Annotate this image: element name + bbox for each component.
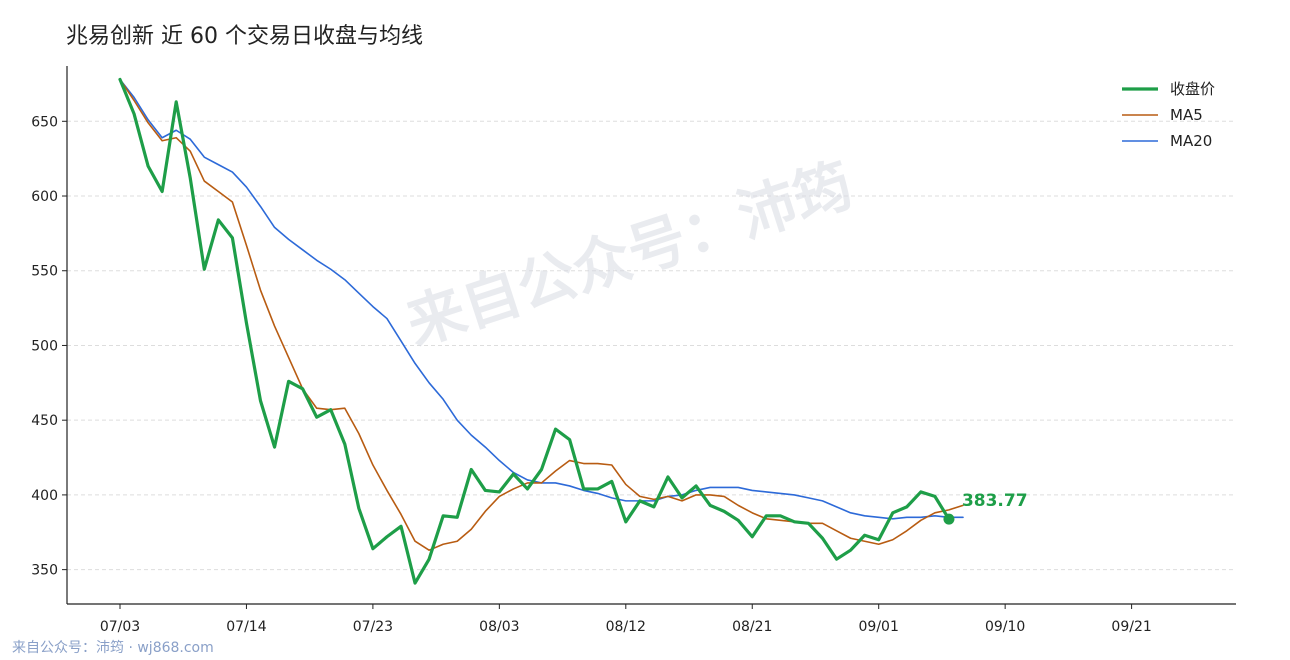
last-close-label: 383.77	[962, 491, 1028, 511]
y-tick-label: 400	[31, 488, 58, 504]
x-tick-label: 07/03	[100, 619, 140, 635]
y-tick-label: 650	[31, 114, 58, 130]
x-tick-label: 09/21	[1111, 619, 1151, 635]
y-tick-label: 550	[31, 264, 58, 280]
x-tick-label: 08/21	[732, 619, 772, 635]
series-line-ma5	[119, 78, 964, 552]
x-tick-label: 07/23	[353, 619, 393, 635]
x-tick-label: 09/01	[859, 619, 899, 635]
x-tick-label: 09/10	[985, 619, 1025, 635]
watermark-text: 来自公众号：沛筠	[398, 150, 860, 358]
grid-lines	[67, 120, 1236, 571]
series-line-close	[118, 77, 951, 585]
legend: 收盘价 MA5 MA20	[1122, 80, 1215, 150]
x-tick-label: 07/14	[226, 619, 266, 635]
axes: 350 400 450 500 550 600 650 07/03 07/14 07/23 08/0…	[31, 66, 1236, 635]
legend-label-ma20: MA20	[1170, 132, 1212, 150]
y-tick-label: 350	[31, 563, 58, 579]
x-tick-label: 08/12	[606, 619, 646, 635]
chart-title: 兆易创新 近 60 个交易日收盘与均线	[66, 24, 423, 49]
y-tick-label: 600	[31, 189, 58, 205]
x-tick-label: 08/03	[479, 619, 519, 635]
legend-label-ma5: MA5	[1170, 106, 1203, 124]
y-tick-label: 450	[31, 413, 58, 429]
legend-label-close: 收盘价	[1170, 80, 1215, 98]
series-lines: 383.77	[118, 77, 1028, 585]
last-close-marker	[943, 513, 955, 525]
footer-credit: 来自公众号：沛筠 · wj868.com	[12, 640, 214, 656]
y-tick-label: 500	[31, 338, 58, 354]
